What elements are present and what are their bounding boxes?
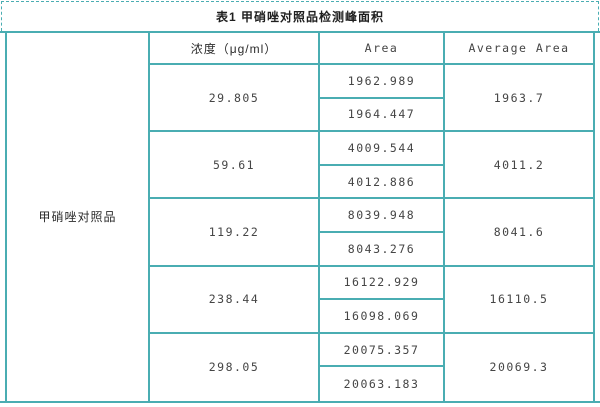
header-area: Area [320, 33, 445, 65]
average-area-value: 8041.6 [445, 199, 593, 267]
concentration-value: 119.22 [150, 199, 320, 267]
area-value: 20075.357 [320, 333, 445, 368]
average-area-value: 4011.2 [445, 132, 593, 200]
data-table: 甲硝唑对照品 浓度（μg/ml） Area Average Area 29.80… [0, 31, 600, 403]
average-area-value: 16110.5 [445, 267, 593, 334]
header-average-area: Average Area [445, 33, 593, 65]
concentration-value: 59.61 [150, 132, 320, 200]
area-value: 16098.069 [320, 300, 445, 334]
concentration-value: 298.05 [150, 333, 320, 401]
table-title: 表1 甲硝唑对照品检测峰面积 [1, 1, 599, 31]
concentration-value: 238.44 [150, 266, 320, 334]
area-value: 20063.183 [320, 367, 445, 401]
table-row-label: 甲硝唑对照品 [7, 33, 150, 401]
area-value: 16122.929 [320, 266, 445, 301]
table-grid: 甲硝唑对照品 浓度（μg/ml） Area Average Area 29.80… [5, 33, 595, 401]
area-value: 4012.886 [320, 165, 445, 200]
concentration-value: 29.805 [150, 65, 320, 133]
area-value: 1962.989 [320, 65, 445, 99]
area-value: 4009.544 [320, 132, 445, 166]
area-value: 1964.447 [320, 98, 445, 133]
area-value: 8043.276 [320, 232, 445, 267]
header-concentration: 浓度（μg/ml） [150, 33, 320, 65]
average-area-value: 1963.7 [445, 65, 593, 133]
average-area-value: 20069.3 [489, 360, 549, 375]
area-value: 8039.948 [320, 199, 445, 233]
